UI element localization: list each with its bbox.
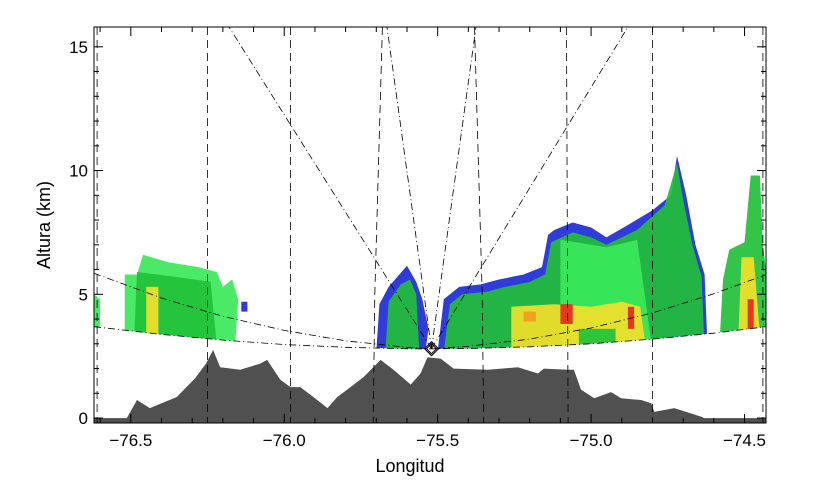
y-tick-label: 15 xyxy=(69,38,88,57)
y-tick-label: 0 xyxy=(79,409,88,428)
beam-ray-line xyxy=(431,27,477,349)
x-axis-label: Longitud xyxy=(375,456,444,476)
range-marker-line xyxy=(372,27,383,423)
plot-frame xyxy=(93,26,767,424)
beam-lines xyxy=(94,27,766,423)
y-tick-label: 10 xyxy=(69,162,88,181)
radar-site-diamond-icon xyxy=(425,343,438,355)
y-tick-label: 5 xyxy=(79,285,88,304)
x-tick-label: −74.5 xyxy=(723,431,766,450)
echo-region-orange xyxy=(523,311,536,322)
x-tick-label: −76.5 xyxy=(109,431,152,450)
echo-region-green xyxy=(385,279,420,349)
range-marker-line xyxy=(474,27,485,423)
echo-region-yellow xyxy=(738,257,760,334)
x-tick-label: −76.0 xyxy=(263,431,306,450)
echo-region-red xyxy=(747,299,754,332)
echo-region-yellow xyxy=(146,286,159,344)
x-tick-label: −75.0 xyxy=(570,431,613,450)
axis-ticks xyxy=(94,27,766,423)
x-tick-labels: −76.5 −76.0 −75.5 −75.0 −74.5 xyxy=(109,431,766,450)
y-tick-labels: 0 5 10 15 xyxy=(69,38,88,428)
y-axis-label: Altura (km) xyxy=(34,181,54,269)
reflectivity-echoes xyxy=(94,155,766,349)
radar-site-diamond-icon xyxy=(423,341,440,357)
beam-ray-line xyxy=(386,27,432,349)
beam-ray-line xyxy=(431,27,629,350)
plot-area xyxy=(94,27,766,423)
range-marker-line xyxy=(566,27,569,423)
beam-ray-line xyxy=(228,27,432,350)
echo-region-red xyxy=(560,304,573,324)
echo-region-blue xyxy=(241,301,248,312)
x-tick-label: −75.5 xyxy=(416,431,459,450)
terrain xyxy=(94,350,766,423)
terrain-profile xyxy=(94,350,766,423)
echo-region-green xyxy=(578,328,616,349)
